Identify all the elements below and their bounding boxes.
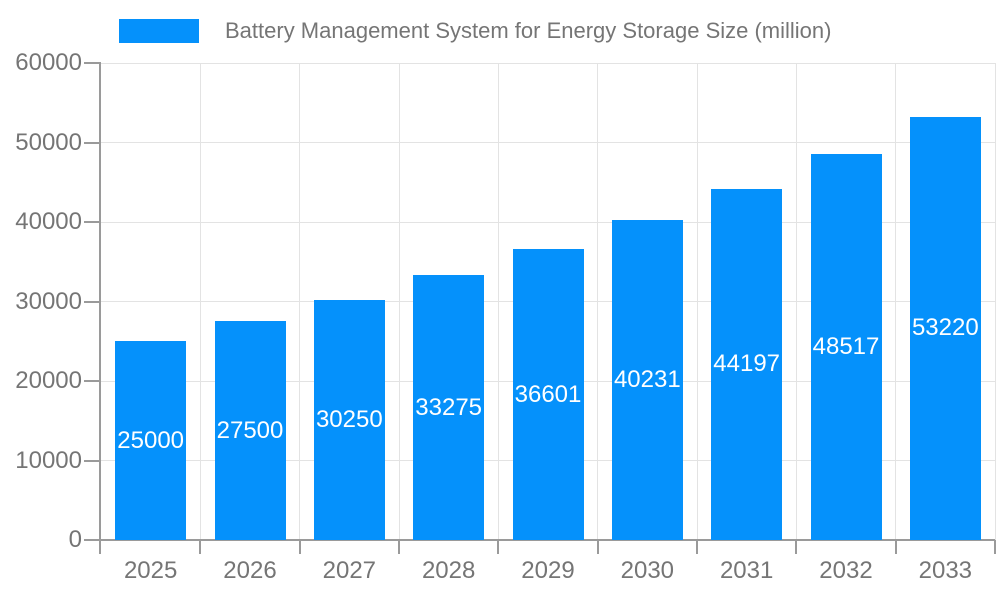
- x-tick-label: 2025: [123, 557, 178, 584]
- y-tick-label: 50000: [15, 128, 82, 156]
- x-tick-label: 2029: [521, 557, 575, 584]
- v-gridline: [398, 63, 400, 540]
- x-tick: [696, 540, 698, 554]
- legend-label: Battery Management System for Energy Sto…: [225, 18, 832, 43]
- y-axis-line: [99, 63, 101, 554]
- y-tick: [84, 141, 101, 144]
- x-tick: [596, 540, 599, 554]
- x-tick-label: 2031: [719, 557, 774, 584]
- bar-value-label: 30250: [315, 405, 383, 433]
- v-gridline: [199, 63, 201, 540]
- x-tick-label: 2026: [223, 557, 277, 584]
- bar[interactable]: [512, 249, 584, 540]
- legend-swatch: [119, 19, 199, 43]
- bar[interactable]: [909, 116, 981, 540]
- x-tick-label: 2032: [819, 557, 873, 584]
- h-gridline: [101, 142, 995, 143]
- x-tick-label: 2027: [322, 557, 377, 584]
- x-tick: [497, 540, 500, 554]
- bar-value-label: 53220: [911, 314, 979, 342]
- y-tick: [84, 380, 101, 382]
- y-tick: [84, 459, 101, 462]
- bar[interactable]: [313, 299, 385, 540]
- v-gridline: [497, 63, 499, 540]
- v-gridline: [696, 63, 698, 540]
- bar[interactable]: [711, 188, 783, 540]
- bar-value-label: 33275: [415, 393, 483, 421]
- v-gridline: [299, 63, 301, 540]
- bar[interactable]: [810, 154, 882, 540]
- y-tick-label: 40000: [15, 208, 82, 235]
- v-gridline: [895, 63, 897, 540]
- y-tick-label: 10000: [15, 446, 82, 474]
- bar-value-label: 48517: [812, 333, 880, 361]
- legend[interactable]: Battery Management System for Energy Sto…: [119, 18, 832, 43]
- x-tick-label: 2030: [620, 557, 675, 584]
- y-tick-label: 20000: [15, 367, 82, 394]
- y-tick-label: 60000: [15, 49, 82, 76]
- x-axis-line: [84, 539, 995, 541]
- x-tick: [894, 540, 897, 554]
- bar-value-label: 36601: [514, 380, 582, 408]
- x-tick: [795, 540, 798, 554]
- y-tick: [84, 300, 101, 303]
- x-tick: [398, 540, 400, 554]
- bar-value-label: 40231: [613, 366, 681, 394]
- bar[interactable]: [115, 341, 187, 540]
- x-tick: [298, 540, 301, 554]
- x-tick: [199, 540, 202, 554]
- v-gridline: [597, 63, 599, 540]
- bar-value-label: 44197: [713, 350, 781, 378]
- y-tick: [84, 62, 101, 64]
- bar[interactable]: [214, 321, 286, 540]
- x-tick-label: 2033: [918, 557, 973, 584]
- y-tick-label: 30000: [15, 287, 82, 315]
- y-tick-label: 0: [68, 526, 82, 553]
- bar[interactable]: [611, 220, 683, 540]
- y-tick: [84, 221, 101, 223]
- bar-value-label: 25000: [117, 426, 185, 454]
- bar[interactable]: [413, 275, 485, 540]
- x-tick-label: 2028: [421, 557, 476, 584]
- x-tick: [994, 540, 996, 554]
- h-gridline: [101, 62, 995, 64]
- v-gridline: [994, 63, 996, 540]
- v-gridline: [795, 63, 797, 540]
- bar-value-label: 27500: [216, 416, 284, 444]
- h-gridline: [101, 221, 995, 223]
